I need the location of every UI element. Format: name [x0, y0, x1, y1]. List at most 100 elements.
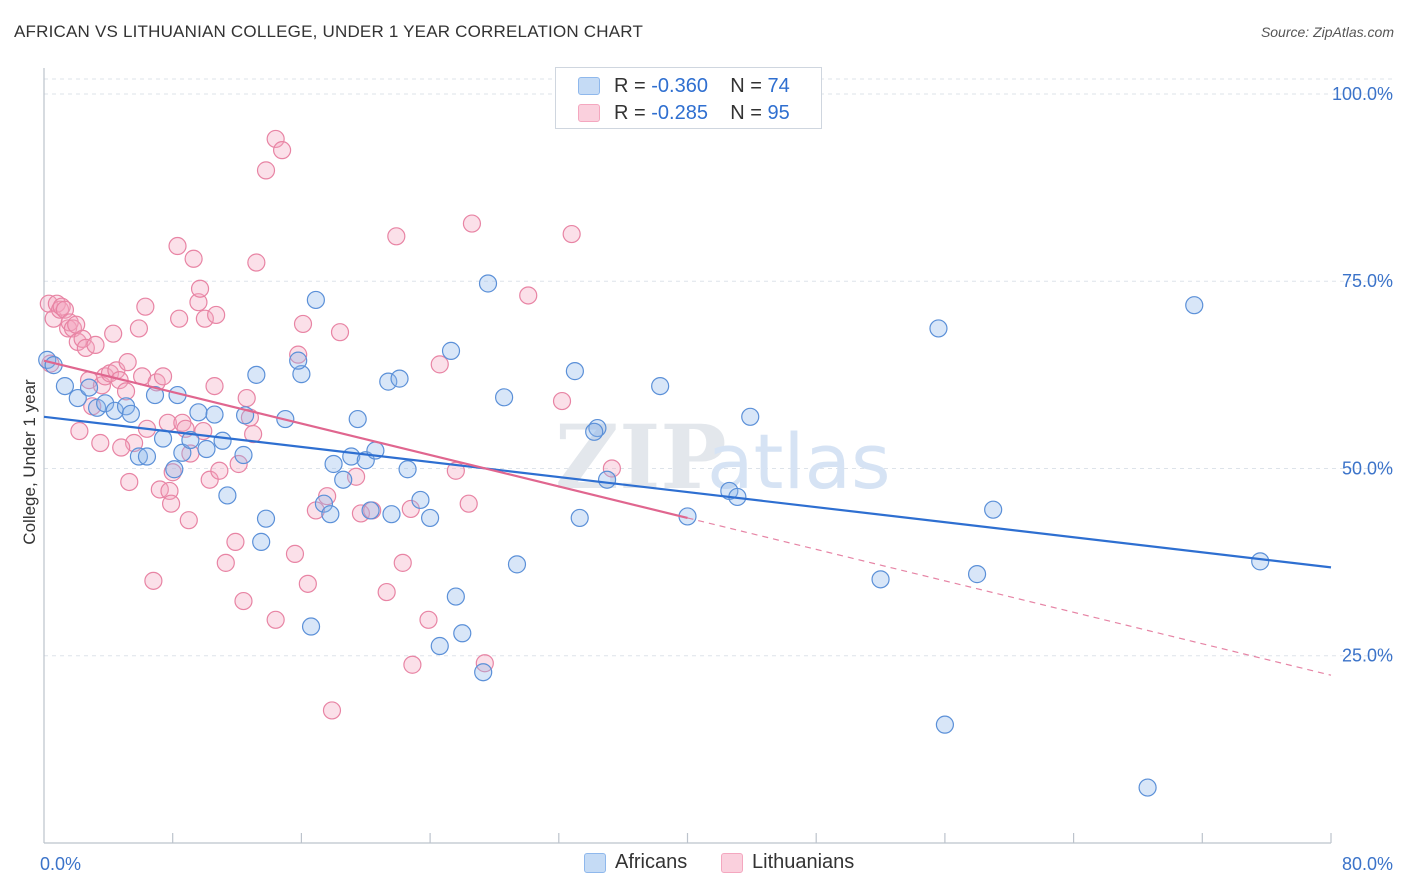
data-point-lithuanians [118, 353, 137, 372]
data-point-africans [68, 388, 87, 408]
data-point-africans [321, 505, 340, 524]
data-point-africans [411, 490, 430, 510]
data-point-lithuanians [393, 553, 412, 572]
data-point-africans [181, 430, 200, 450]
data-point-lithuanians [229, 454, 248, 474]
data-point-lithuanians [266, 129, 285, 149]
y-axis-label: College, Under 1 year [20, 379, 39, 545]
data-point-lithuanians [179, 511, 198, 530]
data-point-africans [597, 470, 617, 489]
data-point-africans [495, 388, 514, 407]
legend-swatch-africans [578, 77, 600, 95]
data-point-africans [306, 290, 325, 310]
data-point-africans [153, 429, 173, 448]
data-point-africans [137, 447, 157, 466]
data-point-africans [570, 508, 589, 528]
lithuanians-swatch [721, 853, 743, 873]
data-point-lithuanians [189, 293, 208, 312]
data-points [38, 129, 1270, 797]
data-point-lithuanians [272, 141, 292, 160]
grid-lines [44, 78, 1393, 657]
data-point-lithuanians [50, 300, 70, 319]
data-point-lithuanians [52, 297, 71, 316]
data-point-africans [121, 404, 140, 423]
data-point-africans [234, 445, 253, 465]
y-tick-label: 75.0% [1342, 271, 1393, 291]
africans-swatch [584, 853, 606, 873]
data-point-lithuanians [234, 591, 253, 611]
data-point-africans [55, 376, 75, 396]
data-point-africans [348, 409, 367, 429]
data-point-africans [382, 505, 401, 524]
data-point-lithuanians [120, 472, 139, 492]
data-point-africans [197, 439, 216, 459]
data-point-lithuanians [322, 701, 342, 720]
data-point-lithuanians [216, 553, 235, 572]
data-point-africans [446, 587, 465, 606]
data-point-lithuanians [129, 319, 149, 338]
data-point-lithuanians [163, 463, 182, 482]
data-point-lithuanians [104, 324, 123, 343]
data-point-lithuanians [462, 214, 482, 233]
data-point-lithuanians [602, 459, 621, 478]
data-point-lithuanians [289, 345, 308, 364]
data-point-africans [474, 663, 493, 682]
data-point-lithuanians [387, 227, 406, 246]
data-point-africans [145, 385, 165, 405]
data-point-lithuanians [285, 544, 305, 563]
data-point-lithuanians [430, 355, 449, 374]
legend-r-label: R = [614, 102, 646, 124]
data-point-lithuanians [86, 335, 105, 355]
data-point-lithuanians [153, 367, 173, 386]
legend-r-value: -0.285 [651, 102, 708, 124]
y-tick-label: 25.0% [1342, 646, 1393, 666]
data-point-lithuanians [377, 582, 396, 602]
legend-n-label: N = [730, 75, 762, 97]
data-point-lithuanians [293, 314, 313, 334]
data-point-lithuanians [70, 421, 89, 441]
y-tick-label: 50.0% [1342, 458, 1393, 478]
data-point-africans [1251, 552, 1270, 571]
data-point-lithuanians [210, 461, 229, 480]
tick-labels: 25.0% 50.0% 75.0% 100.0% 0.0% 80.0% [40, 84, 1393, 874]
trend-line-africans [43, 415, 1332, 569]
data-point-africans [292, 365, 311, 384]
legend-r-value: -0.360 [651, 75, 708, 97]
data-point-africans [398, 460, 417, 479]
data-point-africans [96, 394, 115, 413]
data-point-africans [213, 431, 232, 450]
legend-swatch-lithuanians [578, 104, 600, 122]
data-point-lithuanians [403, 655, 422, 674]
legend-r-label: R = [614, 75, 646, 97]
data-point-africans [478, 274, 498, 293]
data-point-africans [935, 715, 955, 734]
data-point-lithuanians [116, 382, 136, 401]
data-point-africans [361, 501, 380, 520]
data-point-africans [189, 403, 208, 422]
y-tick-label: 100.0% [1332, 84, 1393, 104]
data-point-africans [929, 319, 948, 338]
data-point-africans [314, 494, 334, 513]
correlation-legend: R = -0.360 N = 74 R = -0.285 N = 95 [555, 67, 822, 129]
legend-n-label: N = [730, 102, 762, 124]
axes [43, 68, 1332, 844]
trend-line-lithuanians [43, 359, 688, 519]
data-point-africans [205, 405, 224, 424]
data-point-lithuanians [207, 305, 226, 325]
data-point-africans [1138, 778, 1157, 797]
data-point-lithuanians [244, 424, 263, 444]
data-point-lithuanians [562, 224, 581, 244]
data-point-africans [1185, 296, 1204, 315]
data-point-africans [289, 351, 308, 370]
data-point-africans [390, 369, 409, 388]
legend-n-value: 95 [767, 102, 790, 124]
x-tick-label: 0.0% [40, 854, 81, 874]
data-point-lithuanians [195, 309, 214, 328]
trend-extension-lithuanians [687, 517, 1332, 676]
data-point-lithuanians [112, 438, 131, 457]
legend-n-value: 74 [767, 75, 790, 97]
data-point-lithuanians [459, 494, 478, 513]
data-point-africans [430, 636, 449, 656]
